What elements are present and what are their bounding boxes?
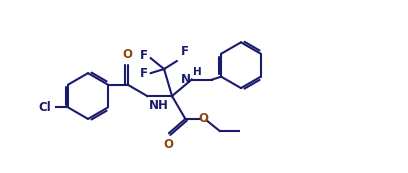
- Text: O: O: [199, 112, 209, 125]
- Text: N: N: [181, 73, 191, 86]
- Text: Cl: Cl: [38, 101, 51, 114]
- Text: H: H: [193, 67, 202, 77]
- Text: NH: NH: [149, 99, 169, 112]
- Text: O: O: [122, 48, 133, 61]
- Text: O: O: [163, 138, 173, 151]
- Text: F: F: [140, 67, 148, 80]
- Text: F: F: [140, 49, 148, 62]
- Text: F: F: [181, 45, 188, 58]
